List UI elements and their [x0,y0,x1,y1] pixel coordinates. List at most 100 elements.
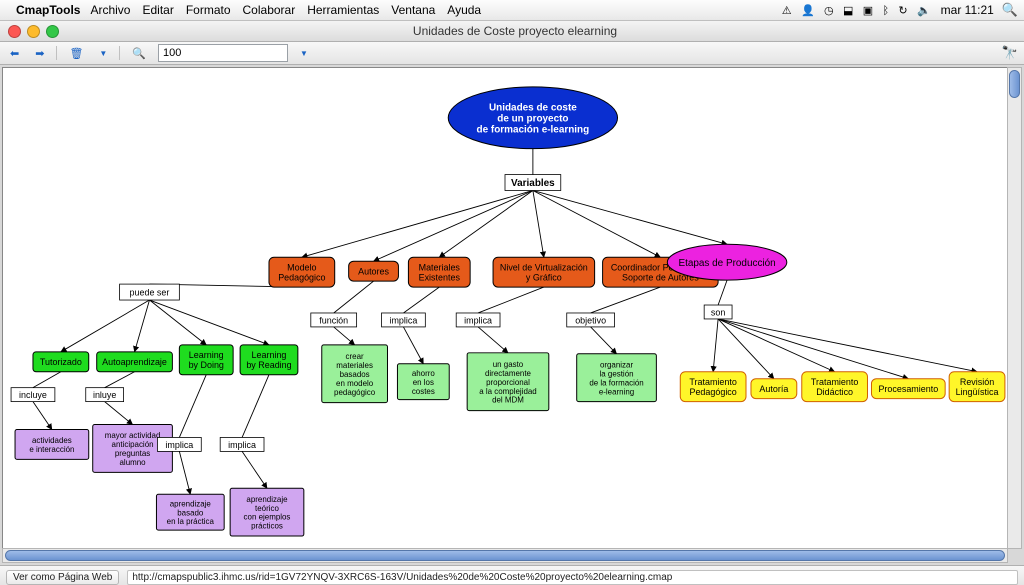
node-variables[interactable]: Variables [505,175,561,191]
svg-text:directamente: directamente [485,369,532,378]
node-implica_n[interactable]: implica [456,313,500,327]
svg-text:Pedagógico: Pedagógico [278,272,325,282]
dropbox-icon: ⬓ [843,5,853,17]
edge-tutorizado-incluye1 [33,372,61,388]
node-crear[interactable]: crearmaterialesbasadosen modelopedagógic… [322,345,388,403]
horizontal-scrollbar[interactable] [2,548,1008,563]
node-revling[interactable]: RevisiónLingüística [949,372,1005,402]
svg-text:Tratamiento: Tratamiento [811,377,858,387]
node-implica_m[interactable]: implica [382,313,426,327]
svg-text:Lingüística: Lingüística [956,387,999,397]
menu-editar[interactable]: Editar [142,3,173,17]
node-incluye1[interactable]: incluye [11,388,55,402]
node-implica_d[interactable]: implica [157,437,201,451]
svg-text:implica: implica [389,315,417,325]
svg-text:Learning: Learning [252,350,287,360]
edge-inuye-mayoract [105,402,133,425]
node-trat_ped[interactable]: TratamientoPedagógico [680,372,746,402]
node-puedeser[interactable]: puede ser [120,284,180,300]
svg-text:Autores: Autores [358,267,389,277]
svg-text:anticipación: anticipación [112,440,154,449]
node-trat_did[interactable]: TratamientoDidáctico [802,372,868,402]
svg-text:implica: implica [165,440,193,450]
svg-text:Tratamiento: Tratamiento [689,377,736,387]
volume-icon: 🔈 [917,5,931,17]
node-autoap[interactable]: Autoaprendizaje [97,352,173,372]
svg-text:objetivo: objetivo [575,315,606,325]
zoom-dropdown[interactable]: ▼ [296,49,312,58]
close-window-button[interactable] [8,25,21,38]
node-modelo[interactable]: ModeloPedagógico [269,257,335,287]
menu-ventana[interactable]: Ventana [391,3,435,17]
zoom-input[interactable] [158,44,288,62]
node-proces[interactable]: Procesamiento [871,379,945,399]
node-gasto[interactable]: un gastodirectamenteproporcionala la com… [467,353,549,411]
node-etapas[interactable]: Etapas de Producción [667,244,787,280]
svg-text:Revisión: Revisión [960,377,994,387]
svg-text:en modelo: en modelo [336,379,374,388]
node-tutorizado[interactable]: Tutorizado [33,352,89,372]
svg-text:un gasto: un gasto [493,360,524,369]
edge-son-trat_ped [713,319,718,372]
svg-text:materiales: materiales [336,361,373,370]
edge-puedeser-tutorizado [61,300,150,352]
edge-objetivo-organizar [591,327,617,354]
forward-button[interactable]: ➡ [31,47,48,60]
node-lreading[interactable]: Learningby Reading [240,345,298,375]
svg-text:de un proyecto: de un proyecto [497,113,568,124]
menu-colaborar[interactable]: Colaborar [243,3,296,17]
node-materiales[interactable]: MaterialesExistentes [408,257,470,287]
toolbar: ⬅ ➡ 🗑 ▼ 🔍 ▼ 🔭 [0,42,1024,65]
node-ldoing[interactable]: Learningby Doing [179,345,233,375]
node-autores[interactable]: Autores [349,261,399,281]
node-funcion[interactable]: función [311,313,357,327]
timemachine-icon: ↻ [898,5,907,17]
svg-text:proporcional: proporcional [486,378,530,387]
edge-variables-modelo [302,190,533,257]
mac-menubar: CmapTools Archivo Editar Formato Colaborar H… [0,0,1024,21]
sync-icon: ◷ [824,5,834,17]
minimize-window-button[interactable] [27,25,40,38]
node-root[interactable]: Unidades de costede un proyectode formac… [448,87,617,149]
svg-text:alumno: alumno [120,458,147,467]
menu-formato[interactable]: Formato [186,3,231,17]
node-actividades[interactable]: actividadese interacción [15,429,89,459]
binoculars-icon[interactable]: 🔭 [1002,45,1018,61]
menu-archivo[interactable]: Archivo [90,3,130,17]
svg-text:a la complejidad: a la complejidad [479,387,536,396]
node-organizar[interactable]: organizarla gestiónde la formacióne-lear… [577,354,657,402]
edge-puedeser-ldoing [149,300,206,345]
svg-text:Modelo: Modelo [287,263,316,273]
node-autoria[interactable]: Autoría [751,379,797,399]
node-nivel[interactable]: Nivel de Virtualizacióny Gráfico [493,257,595,287]
vertical-scrollbar[interactable] [1007,67,1022,549]
node-son[interactable]: son [704,305,732,319]
app-name[interactable]: CmapTools [16,3,80,17]
svg-text:incluye: incluye [19,390,47,400]
node-aprend_r[interactable]: aprendizajeteóricocon ejemplosprácticos [230,488,304,536]
node-aprend_d[interactable]: aprendizajebasadoen la práctica [156,494,224,530]
menubar-clock[interactable]: mar 11:21 [941,3,994,17]
svg-text:de la formación: de la formación [589,378,643,387]
node-inuye[interactable]: inluye [86,388,124,402]
search-canvas-icon[interactable]: 🔍 [128,47,150,60]
menu-ayuda[interactable]: Ayuda [447,3,481,17]
user-icon: 👤 [801,5,815,17]
canvas[interactable]: Unidades de costede un proyectode formac… [2,67,1008,549]
zoom-window-button[interactable] [46,25,59,38]
node-objetivo[interactable]: objetivo [567,313,615,327]
window-title: Unidades de Coste proyecto elearning [6,24,1024,38]
svg-text:basados: basados [340,370,370,379]
view-as-web-button[interactable]: Ver como Página Web [6,570,119,585]
back-button[interactable]: ⬅ [6,47,23,60]
trash-dropdown[interactable]: ▼ [95,49,111,58]
trash-button[interactable]: 🗑 [65,47,87,60]
svg-text:aprendizaje: aprendizaje [170,499,212,508]
node-ahorro[interactable]: ahorroen loscostes [397,364,449,400]
concept-map-svg: Unidades de costede un proyectode formac… [3,68,1007,548]
svg-text:implica: implica [464,315,492,325]
spotlight-icon[interactable]: 🔍 [1002,2,1018,18]
node-implica_r[interactable]: implica [220,437,264,451]
svg-text:Nivel de Virtualización: Nivel de Virtualización [500,263,588,273]
menu-herramientas[interactable]: Herramientas [307,3,379,17]
